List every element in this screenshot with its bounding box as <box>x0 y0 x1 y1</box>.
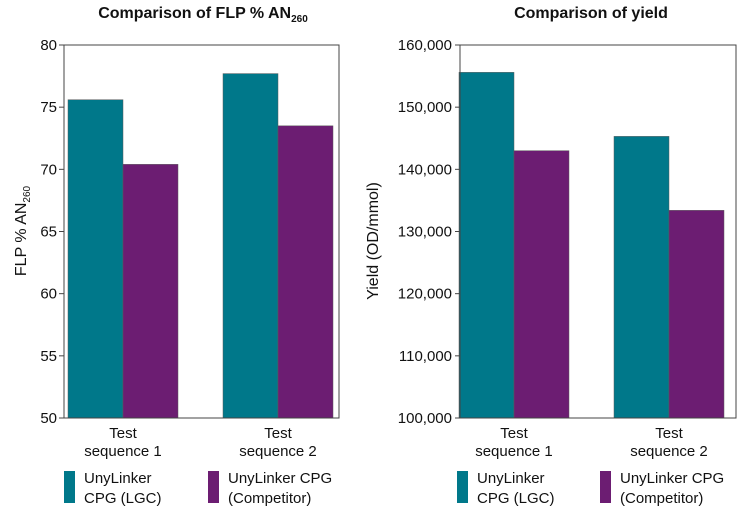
x-tick-label: Test sequence 2 <box>630 425 708 460</box>
bar-1-2 <box>222 73 279 419</box>
y-tick-label: 110,000 <box>399 348 452 365</box>
legend-label-line: UnyLinker <box>84 470 152 487</box>
chart-title: Comparison of yield <box>514 5 668 22</box>
x-tick-label-line: sequence 2 <box>239 443 317 460</box>
bar-2-1 <box>122 164 179 419</box>
legend-label-line: CPG (LGC) <box>477 490 555 507</box>
y-tick-label: 120,000 <box>398 286 452 303</box>
chart-title-subscript: 260 <box>291 14 308 25</box>
y-axis-label-text: Yield (OD/mmol) <box>365 182 382 300</box>
y-tick-label: 150,000 <box>398 99 452 116</box>
legend-label: UnyLinker CPG (Competitor) <box>620 470 724 507</box>
chart-title: Comparison of FLP % AN260 <box>98 5 308 25</box>
y-axis-label-text: FLP % AN <box>13 203 30 277</box>
legend-label: UnyLinker CPG (Competitor) <box>228 470 332 507</box>
legend-swatch <box>457 471 468 503</box>
legend-label-line: UnyLinker CPG <box>228 470 332 487</box>
bar-2-2 <box>277 125 334 419</box>
y-tick-label: 140,000 <box>398 161 452 178</box>
x-tick-label-line: Test <box>655 425 683 442</box>
legend-label-line: UnyLinker <box>477 470 545 487</box>
chart-panel-2: Comparison of yield 100,000 110,000 120,000… <box>365 5 737 507</box>
y-axis-label: FLP % AN260 <box>13 185 33 276</box>
y-tick-label: 50 <box>40 410 57 427</box>
legend-label: UnyLinker CPG (LGC) <box>477 470 555 507</box>
y-tick-label: 75 <box>40 99 57 116</box>
x-tick-label-line: Test <box>500 425 528 442</box>
y-tick-label: 130,000 <box>398 224 452 241</box>
y-tick-label: 80 <box>40 37 57 54</box>
legend-label-line: UnyLinker CPG <box>620 470 724 487</box>
legend-label: UnyLinker CPG (LGC) <box>84 470 162 507</box>
chart-title-text: Comparison of FLP % AN <box>98 5 291 22</box>
y-tick-label: 100,000 <box>398 410 452 427</box>
bar-1-1 <box>67 99 124 419</box>
y-tick-label: 160,000 <box>398 37 452 54</box>
x-tick-label-line: sequence 1 <box>475 443 553 460</box>
legend-swatch <box>64 471 75 503</box>
x-tick-label-line: sequence 1 <box>84 443 162 460</box>
x-tick-label-line: Test <box>264 425 292 442</box>
y-tick-label: 55 <box>40 348 57 365</box>
y-tick-label: 65 <box>40 224 57 241</box>
y-axis-label-subscript: 260 <box>22 185 33 202</box>
bar-1-1 <box>458 72 515 419</box>
y-tick-label: 60 <box>40 286 57 303</box>
chart-panel-1: Comparison of FLP % AN26050556065707580F… <box>13 5 340 507</box>
chart-title-text: Comparison of yield <box>514 5 668 22</box>
x-tick-label-line: Test <box>109 425 137 442</box>
bar-2-1 <box>513 150 570 419</box>
y-tick-label: 70 <box>40 161 57 178</box>
x-tick-label-line: sequence 2 <box>630 443 708 460</box>
y-axis-label: Yield (OD/mmol) <box>365 182 382 300</box>
legend-label-line: CPG (LGC) <box>84 490 162 507</box>
legend-swatch <box>600 471 611 503</box>
bar-1-2 <box>613 136 670 419</box>
legend-label-line: (Competitor) <box>620 490 703 507</box>
legend-label-line: (Competitor) <box>228 490 311 507</box>
x-tick-label: Test sequence 1 <box>475 425 553 460</box>
legend-swatch <box>208 471 219 503</box>
bar-2-2 <box>668 210 725 419</box>
x-tick-label: Test sequence 2 <box>239 425 317 460</box>
x-tick-label: Test sequence 1 <box>84 425 162 460</box>
